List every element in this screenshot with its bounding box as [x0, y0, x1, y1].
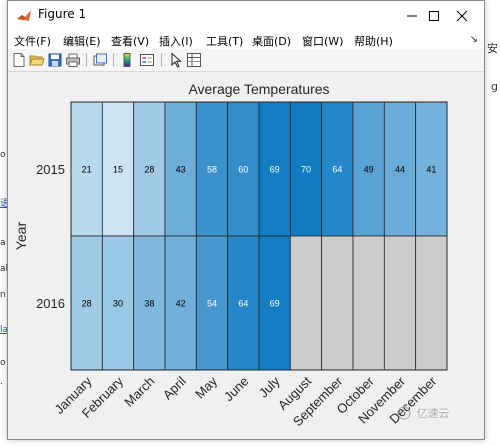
menu-view[interactable]: 查看(V)	[111, 35, 150, 48]
heatmap-cell	[227, 101, 260, 237]
title-bar[interactable]: Figure 1	[8, 1, 484, 31]
background-text: n	[0, 290, 6, 300]
maximize-button[interactable]	[414, 1, 454, 31]
cell-value-label: 38	[144, 299, 154, 309]
menu-edit[interactable]: 编辑(E)	[63, 35, 101, 48]
cell-value-label: 44	[395, 165, 405, 175]
new-figure-icon[interactable]	[11, 52, 27, 68]
heatmap-cell	[383, 235, 417, 371]
menu-desktop[interactable]: 桌面(D)	[252, 35, 292, 48]
x-tick-label: March	[121, 374, 157, 410]
heatmap-cell	[321, 101, 354, 237]
background-text: .	[0, 377, 3, 387]
background-text: o	[0, 150, 6, 160]
heatmap-cell	[133, 101, 166, 237]
heatmap-cell	[321, 235, 354, 371]
heatmap-cell	[352, 101, 385, 237]
heatmap-cell	[289, 101, 323, 237]
heatmap-cell	[164, 235, 197, 371]
menu-window[interactable]: 窗口(W)	[302, 35, 344, 48]
heatmap-chart[interactable]: Average Temperatures 21 15 28 43 58 60 69 70 64 49…	[8, 72, 484, 439]
cell-value-label: 69	[270, 165, 280, 175]
background-right-strip: 安 g	[480, 0, 500, 446]
plot-border	[70, 101, 448, 371]
open-file-icon[interactable]	[29, 52, 45, 68]
y-tick-label: 2015	[36, 162, 65, 177]
cell-value-label: 64	[238, 299, 248, 309]
cell-value-label: 64	[332, 165, 342, 175]
cell-value-label: 69	[270, 299, 280, 309]
heatmap-cell	[101, 101, 135, 237]
insert-colorbar-icon[interactable]	[119, 52, 135, 68]
cell-value-label: 70	[301, 165, 311, 175]
heatmap-cell	[289, 235, 323, 371]
link-plot-icon[interactable]	[92, 52, 108, 68]
heatmap-cell	[227, 235, 260, 371]
menu-help[interactable]: 帮助(H)	[354, 35, 393, 48]
y-axis-label: Year	[13, 222, 29, 251]
toolbar-separator	[86, 53, 87, 67]
save-icon[interactable]	[47, 52, 63, 68]
cell-value-label: 15	[113, 165, 123, 175]
cell-value-label: 28	[144, 165, 154, 175]
cell-value-label: 42	[176, 299, 186, 309]
background-page-strip: o 语 a al n la o .	[0, 0, 10, 446]
watermark-logo-icon	[397, 406, 411, 420]
cell-value-label: 43	[176, 165, 186, 175]
heatmap-cell	[70, 235, 103, 371]
background-link[interactable]: 语	[0, 199, 8, 209]
print-icon[interactable]	[65, 52, 81, 68]
background-text: al	[0, 264, 8, 274]
property-inspector-icon[interactable]	[186, 52, 202, 68]
close-button[interactable]	[442, 1, 482, 31]
cell-value-label: 41	[426, 165, 436, 175]
maximize-icon	[429, 11, 439, 21]
menu-insert[interactable]: 插入(I)	[159, 35, 193, 48]
minimize-icon	[407, 15, 417, 17]
window-title: Figure 1	[38, 7, 87, 21]
figure-window: Figure 1 文件(F) 编辑(E) 查看(V) 插入(I) 工具(T) 桌…	[7, 0, 485, 440]
matlab-icon	[17, 10, 31, 21]
cell-value-label: 60	[238, 165, 248, 175]
background-link[interactable]: la	[0, 325, 8, 335]
background-text: o	[0, 358, 6, 368]
cell-value-label: 28	[82, 299, 92, 309]
x-tick-label: June	[221, 374, 252, 405]
background-text: 安	[487, 42, 498, 55]
cell-value-label: 21	[82, 165, 92, 175]
cell-value-label: 54	[207, 299, 217, 309]
cell-value-label: 49	[364, 165, 374, 175]
heatmap-cell	[352, 235, 385, 371]
cell-value-label: 30	[113, 299, 123, 309]
close-icon	[456, 10, 468, 22]
x-tick-label: May	[192, 373, 220, 401]
heatmap-cell	[133, 235, 166, 371]
menu-file[interactable]: 文件(F)	[14, 35, 51, 48]
insert-legend-icon[interactable]	[139, 52, 155, 68]
toolbar-separator	[113, 53, 114, 67]
menu-bar: 文件(F) 编辑(E) 查看(V) 插入(I) 工具(T) 桌面(D) 窗口(W…	[8, 31, 484, 49]
heatmap-cell	[195, 101, 229, 237]
edit-plot-pointer-icon[interactable]	[168, 52, 184, 68]
background-text: a	[0, 238, 6, 248]
watermark-text: 亿速云	[417, 407, 450, 420]
heatmap-cell	[258, 101, 291, 237]
figure-canvas: Average Temperatures 21 15 28 43 58 60 69 70 64 49…	[8, 72, 484, 439]
heatmap-cell	[195, 235, 229, 371]
menu-tools[interactable]: 工具(T)	[206, 35, 244, 48]
heatmap-cell	[164, 101, 197, 237]
minimize-button[interactable]	[392, 1, 432, 31]
chart-title: Average Temperatures	[188, 81, 329, 97]
cell-value-label: 58	[207, 165, 217, 175]
x-tick-label: April	[160, 373, 189, 402]
menu-overflow-icon[interactable]: ↘	[469, 34, 478, 45]
toolbar-separator	[161, 53, 162, 67]
background-text: g	[491, 80, 498, 93]
x-tick-label: July	[256, 373, 283, 400]
y-tick-label: 2016	[36, 296, 65, 311]
heatmap-cell	[415, 235, 448, 371]
figure-toolbar	[8, 49, 484, 72]
